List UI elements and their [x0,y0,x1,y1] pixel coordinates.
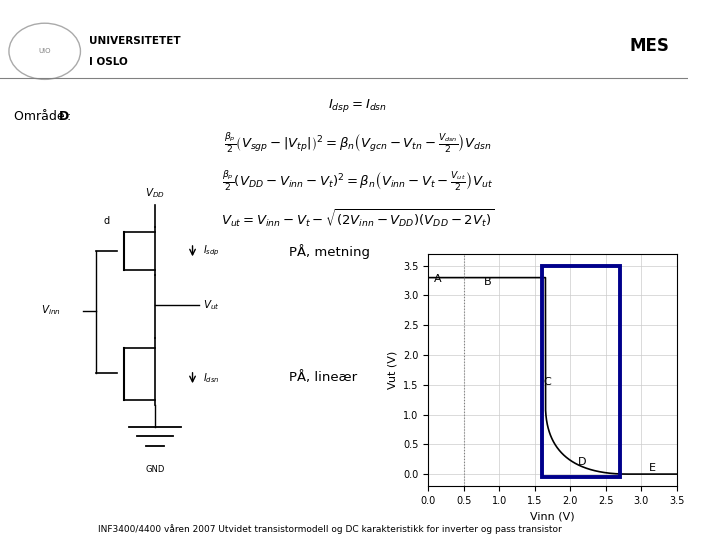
Text: A: A [434,274,441,285]
Text: d: d [104,217,109,226]
Text: UNIVERSITETET: UNIVERSITETET [89,36,181,45]
Text: PÅ, lineær: PÅ, lineær [289,372,357,384]
Text: PÅ, metning: PÅ, metning [289,244,370,259]
Text: GND: GND [145,465,164,474]
Text: $V_{ut} = V_{inn} - V_t - \sqrt{\left(2V_{inn} - V_{DD}\right)\left(V_{DD} - 2V_: $V_{ut} = V_{inn} - V_t - \sqrt{\left(2V… [221,208,494,230]
Text: $V_{inn}$: $V_{inn}$ [41,303,61,318]
Text: MES: MES [629,37,669,55]
Text: 2007: 2007 [697,242,711,276]
Bar [542,266,620,477]
X-axis label: Vinn (V): Vinn (V) [531,511,575,521]
Text: $I_{sdp}$: $I_{sdp}$ [203,244,220,258]
Text: :: : [67,110,71,123]
Text: Område: Område [14,110,68,123]
Text: $V_{ut}$: $V_{ut}$ [203,298,220,312]
Text: $I_{dsp} = I_{dsn}$: $I_{dsp} = I_{dsn}$ [328,97,387,114]
Y-axis label: Vut (V): Vut (V) [387,351,397,389]
Text: $V_{DD}$: $V_{DD}$ [145,186,165,200]
Text: $\frac{\beta_p}{2}\left(V_{DD} - V_{inn} - V_t\right)^2 = \beta_n\left(V_{inn} -: $\frac{\beta_p}{2}\left(V_{DD} - V_{inn}… [222,168,493,193]
Text: I OSLO: I OSLO [89,57,128,67]
Text: INF3400/4400 våren 2007 Utvidet transistormodell og DC karakteristikk for invert: INF3400/4400 våren 2007 Utvidet transist… [98,524,562,534]
Text: D: D [58,110,68,123]
Text: $\frac{\beta_p}{2}\left(V_{sgp} - |V_{tp}|\right)^2 = \beta_n\left(V_{gcn} - V_{: $\frac{\beta_p}{2}\left(V_{sgp} - |V_{tp… [224,131,491,156]
Text: $I_{dsn}$: $I_{dsn}$ [203,371,220,385]
Text: B: B [484,277,491,287]
Text: C: C [544,377,551,387]
Text: UiO: UiO [38,48,51,55]
Text: D: D [577,457,586,467]
Text: E: E [649,463,655,473]
